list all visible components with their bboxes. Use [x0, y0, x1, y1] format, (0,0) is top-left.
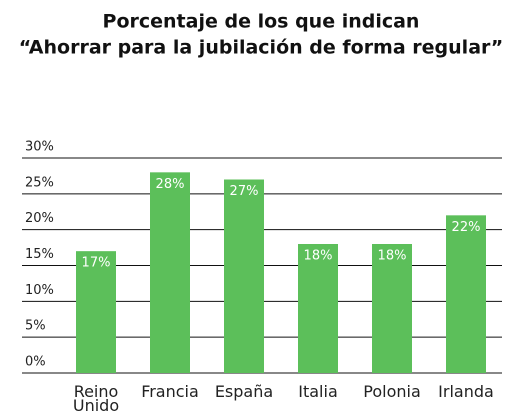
value-label: 22% [452, 220, 481, 235]
y-tick-label: 25% [25, 175, 54, 190]
x-tick-label: Francia [141, 382, 199, 401]
value-label: 18% [304, 249, 333, 264]
y-tick-label: 20% [25, 211, 54, 226]
bar [298, 244, 338, 373]
chart-title: “Ahorrar para la jubilación de forma reg… [19, 37, 503, 59]
x-tick-label: Irlanda [438, 382, 494, 401]
chart-title: Porcentaje de los que indican [103, 11, 420, 33]
bar [224, 179, 264, 373]
value-label: 28% [156, 177, 185, 192]
x-tick-label: Polonia [363, 382, 421, 401]
y-tick-label: 0% [25, 355, 46, 370]
x-tick-label: España [214, 382, 274, 401]
y-tick-label: 10% [25, 283, 54, 298]
bar [372, 244, 412, 373]
value-label: 27% [230, 184, 259, 199]
value-label: 17% [82, 256, 111, 271]
bar [150, 172, 190, 373]
y-tick-label: 30% [25, 140, 54, 155]
bar [446, 215, 486, 373]
bar [76, 251, 116, 373]
y-tick-label: 15% [25, 247, 54, 262]
x-tick-label: Reino Unido [72, 382, 120, 415]
y-tick-label: 5% [25, 319, 46, 334]
x-tick-label: Italia [298, 382, 338, 401]
value-label: 18% [378, 249, 407, 264]
